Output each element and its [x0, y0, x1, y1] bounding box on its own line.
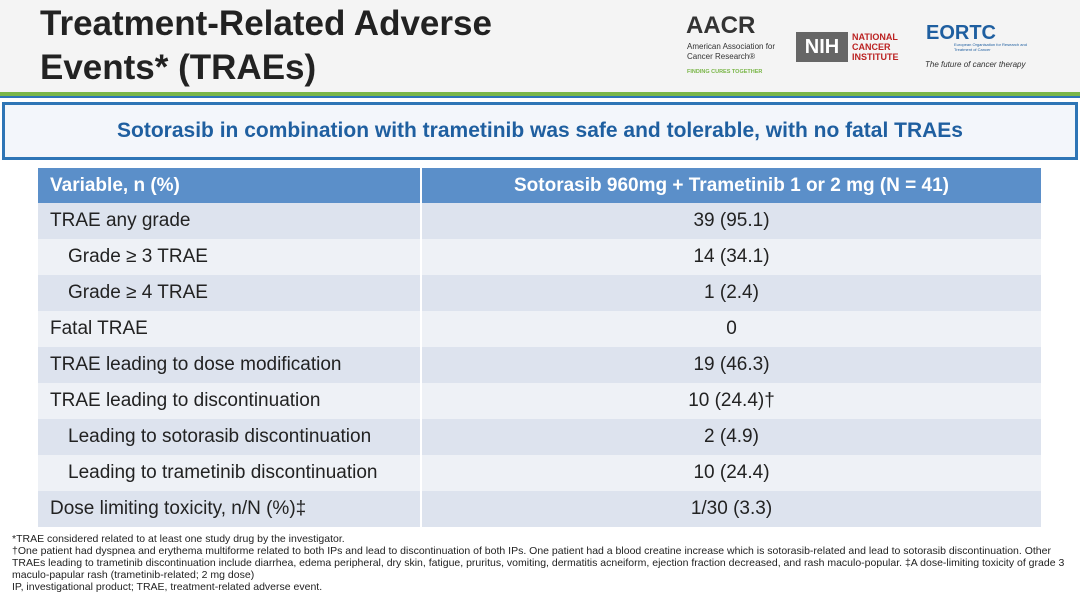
- value-cell: 2 (4.9): [704, 426, 759, 447]
- header-cell: Sotorasib 960mg + Trametinib 1 or 2 mg (…: [513, 174, 950, 196]
- table-row: TRAE leading to discontinuation 10 (24.4)…: [38, 383, 1041, 419]
- label-cell: Grade ≥ 3 TRAE: [38, 239, 422, 275]
- label-cell: TRAE any grade: [38, 203, 422, 239]
- value-cell: 14 (34.1): [693, 246, 770, 267]
- label-cell: Fatal TRAE: [38, 311, 422, 347]
- footnote: †One patient had dyspnea and erythema mu…: [12, 545, 1065, 581]
- table-row: TRAE leading to dose modification 19 (46.…: [38, 347, 1041, 383]
- aacr-name: American Association for Cancer Research…: [687, 42, 776, 61]
- label-cell: Grade ≥ 4 TRAE: [38, 275, 422, 311]
- value-cell: 1/30 (3.3): [690, 498, 773, 519]
- label-cell: TRAE leading to discontinuation: [38, 383, 422, 419]
- value-cell: 1 (2.4): [704, 282, 759, 303]
- footnote: IP, investigational product; TRAE, treat…: [12, 581, 323, 593]
- nih-logo: NIH: [796, 32, 848, 62]
- value-cell: 19 (46.3): [693, 354, 770, 375]
- banner: Sotorasib in combination with trametinib…: [2, 102, 1078, 160]
- label-cell: Leading to trametinib discontinuation: [38, 455, 422, 491]
- table-row: TRAE any grade 39 (95.1): [38, 203, 1041, 239]
- table: Variable, n (%) Sotorasib 960mg + Trameti…: [38, 168, 1041, 527]
- header-cell: Variable, n (%): [38, 168, 422, 203]
- aacr-tagline: FINDING CURES TOGETHER: [687, 69, 763, 75]
- divider: [0, 96, 1080, 98]
- table-row: Fatal TRAE 0: [38, 311, 1041, 347]
- table-row: Leading to sotorasib discontinuation 2 (4…: [38, 419, 1041, 455]
- header: Treatment-Related Adverse Events* (TRAEs…: [0, 0, 1080, 92]
- value-cell: 39 (95.1): [693, 210, 770, 231]
- table-header: Variable, n (%) Sotorasib 960mg + Trameti…: [38, 168, 1041, 203]
- label-cell: Leading to sotorasib discontinuation: [38, 419, 422, 455]
- value-cell: 10 (24.4)†: [688, 390, 775, 411]
- label-cell: TRAE leading to dose modification: [38, 347, 422, 383]
- table-row: Leading to trametinib discontinuation 10 …: [38, 455, 1041, 491]
- title: Treatment-Related Adverse Events* (TRAEs…: [40, 4, 492, 87]
- table-row: Dose limiting toxicity, n/N (%)‡ 1/30 (3.…: [38, 491, 1041, 527]
- eortc-tagline: The future of cancer therapy: [925, 60, 1026, 69]
- value-cell: 0: [726, 318, 737, 339]
- label-cell: Dose limiting toxicity, n/N (%)‡: [38, 491, 422, 527]
- footnote: *TRAE considered related to at least one…: [12, 533, 345, 545]
- eortc-logo: EORTC: [926, 22, 996, 44]
- aacr-logo: AACR: [686, 12, 756, 39]
- table-row: Grade ≥ 3 TRAE 14 (34.1): [38, 239, 1041, 275]
- divider: [0, 92, 1080, 96]
- table-row: Grade ≥ 4 TRAE 1 (2.4): [38, 275, 1041, 311]
- eortc-name: European Organisation for Research and T…: [954, 42, 1027, 52]
- footnotes: *TRAE considered related to at least one…: [12, 533, 1072, 593]
- value-cell: 10 (24.4): [693, 462, 770, 483]
- nci-name: NATIONAL CANCER INSTITUTE: [852, 32, 899, 62]
